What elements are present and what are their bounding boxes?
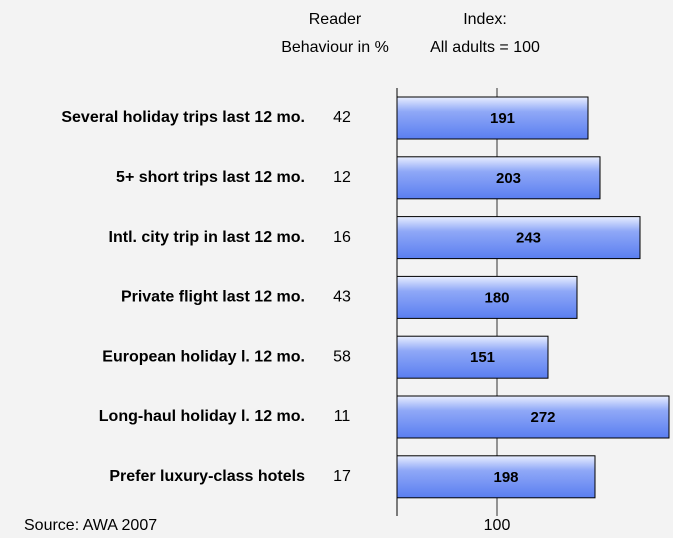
index-header: All adults = 100 xyxy=(430,39,540,56)
value-label: 243 xyxy=(516,230,541,247)
value-label: 203 xyxy=(496,170,521,187)
source: Source: AWA 2007 xyxy=(24,517,157,534)
category-label: Private flight last 12 mo. xyxy=(121,289,305,306)
percentage: 43 xyxy=(333,289,351,306)
bar xyxy=(396,156,601,200)
category-label: Prefer luxury-class hotels xyxy=(109,468,305,485)
bar xyxy=(396,275,578,319)
percentage: 16 xyxy=(333,229,351,246)
bar xyxy=(396,335,549,379)
percentage: 11 xyxy=(334,408,351,425)
value-label: 198 xyxy=(493,469,518,486)
category-label: 5+ short trips last 12 mo. xyxy=(116,169,305,186)
value-label: 191 xyxy=(490,110,515,127)
category-label: Several holiday trips last 12 mo. xyxy=(61,109,305,126)
bar xyxy=(396,455,596,499)
bar xyxy=(396,216,641,260)
percentage: 17 xyxy=(333,468,351,485)
value-label: 180 xyxy=(484,289,509,306)
percentage: 12 xyxy=(333,169,351,186)
pct-header: Reader xyxy=(309,11,362,28)
category-label: Long-haul holiday l. 12 mo. xyxy=(99,408,305,425)
percentage: 58 xyxy=(333,348,351,365)
bar xyxy=(396,96,589,140)
index-header: Index: xyxy=(463,11,507,28)
category-label: Intl. city trip in last 12 mo. xyxy=(109,229,305,246)
value-label: 151 xyxy=(470,349,495,366)
percentage: 42 xyxy=(333,109,351,126)
pct-header: Behaviour in % xyxy=(281,39,389,56)
x-tick-label: 100 xyxy=(484,517,511,534)
value-label: 272 xyxy=(530,409,555,426)
category-label: European holiday l. 12 mo. xyxy=(102,348,305,365)
bar xyxy=(396,395,670,439)
